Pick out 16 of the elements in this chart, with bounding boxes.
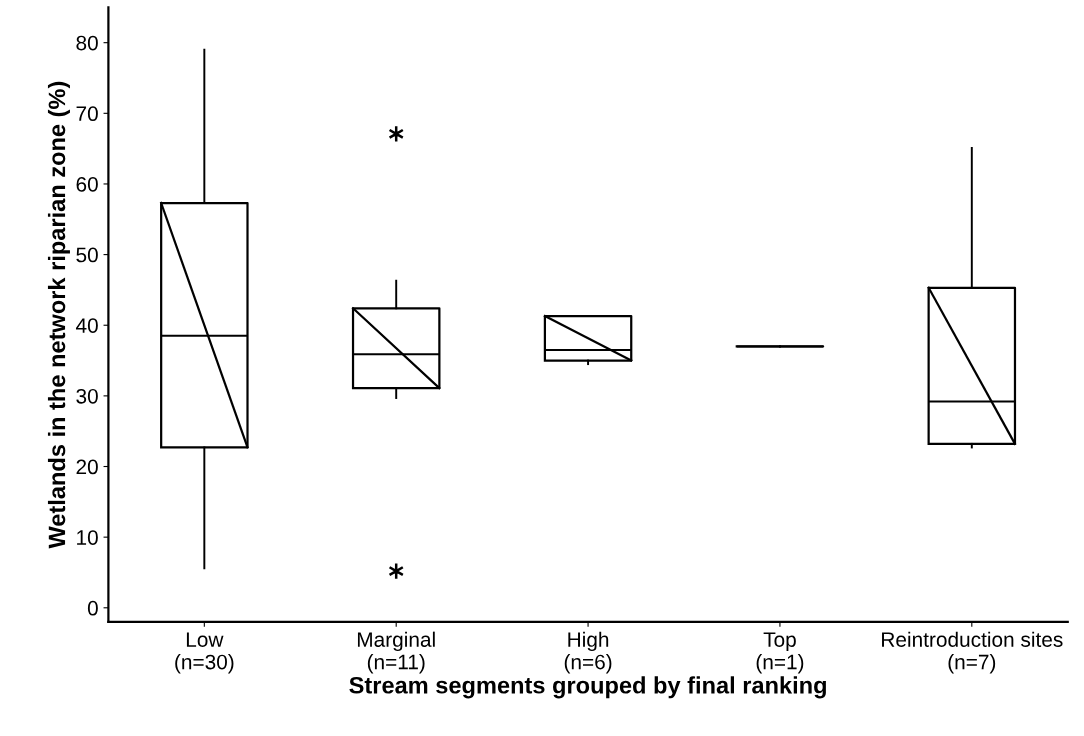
y-tick-label: 40 xyxy=(75,318,98,333)
x-tick-label: Top (n=1) xyxy=(756,632,804,674)
y-tick-label: 0 xyxy=(87,600,98,616)
x-tick-label: High (n=6) xyxy=(564,631,612,674)
y-tick-label: 80 xyxy=(76,35,98,51)
x-axis-title: Stream segments grouped by final ranking xyxy=(349,676,826,699)
y-tick-label: 70 xyxy=(76,106,98,122)
y-tick-label: 50 xyxy=(76,247,98,263)
y-tick-label: 30 xyxy=(76,388,98,404)
x-tick-label: Low (n=30) xyxy=(175,632,234,674)
y-tick-label: 60 xyxy=(76,176,98,192)
y-tick-label: 10 xyxy=(77,530,98,545)
y-tick-label: 20 xyxy=(76,459,98,475)
y-axis-title: Wetlands in the network riparian zone (%) xyxy=(47,81,70,549)
x-tick-label: Reintroduction sites (n=7) xyxy=(882,631,1063,674)
x-tick-label: Marginal (n=11) xyxy=(357,631,435,674)
